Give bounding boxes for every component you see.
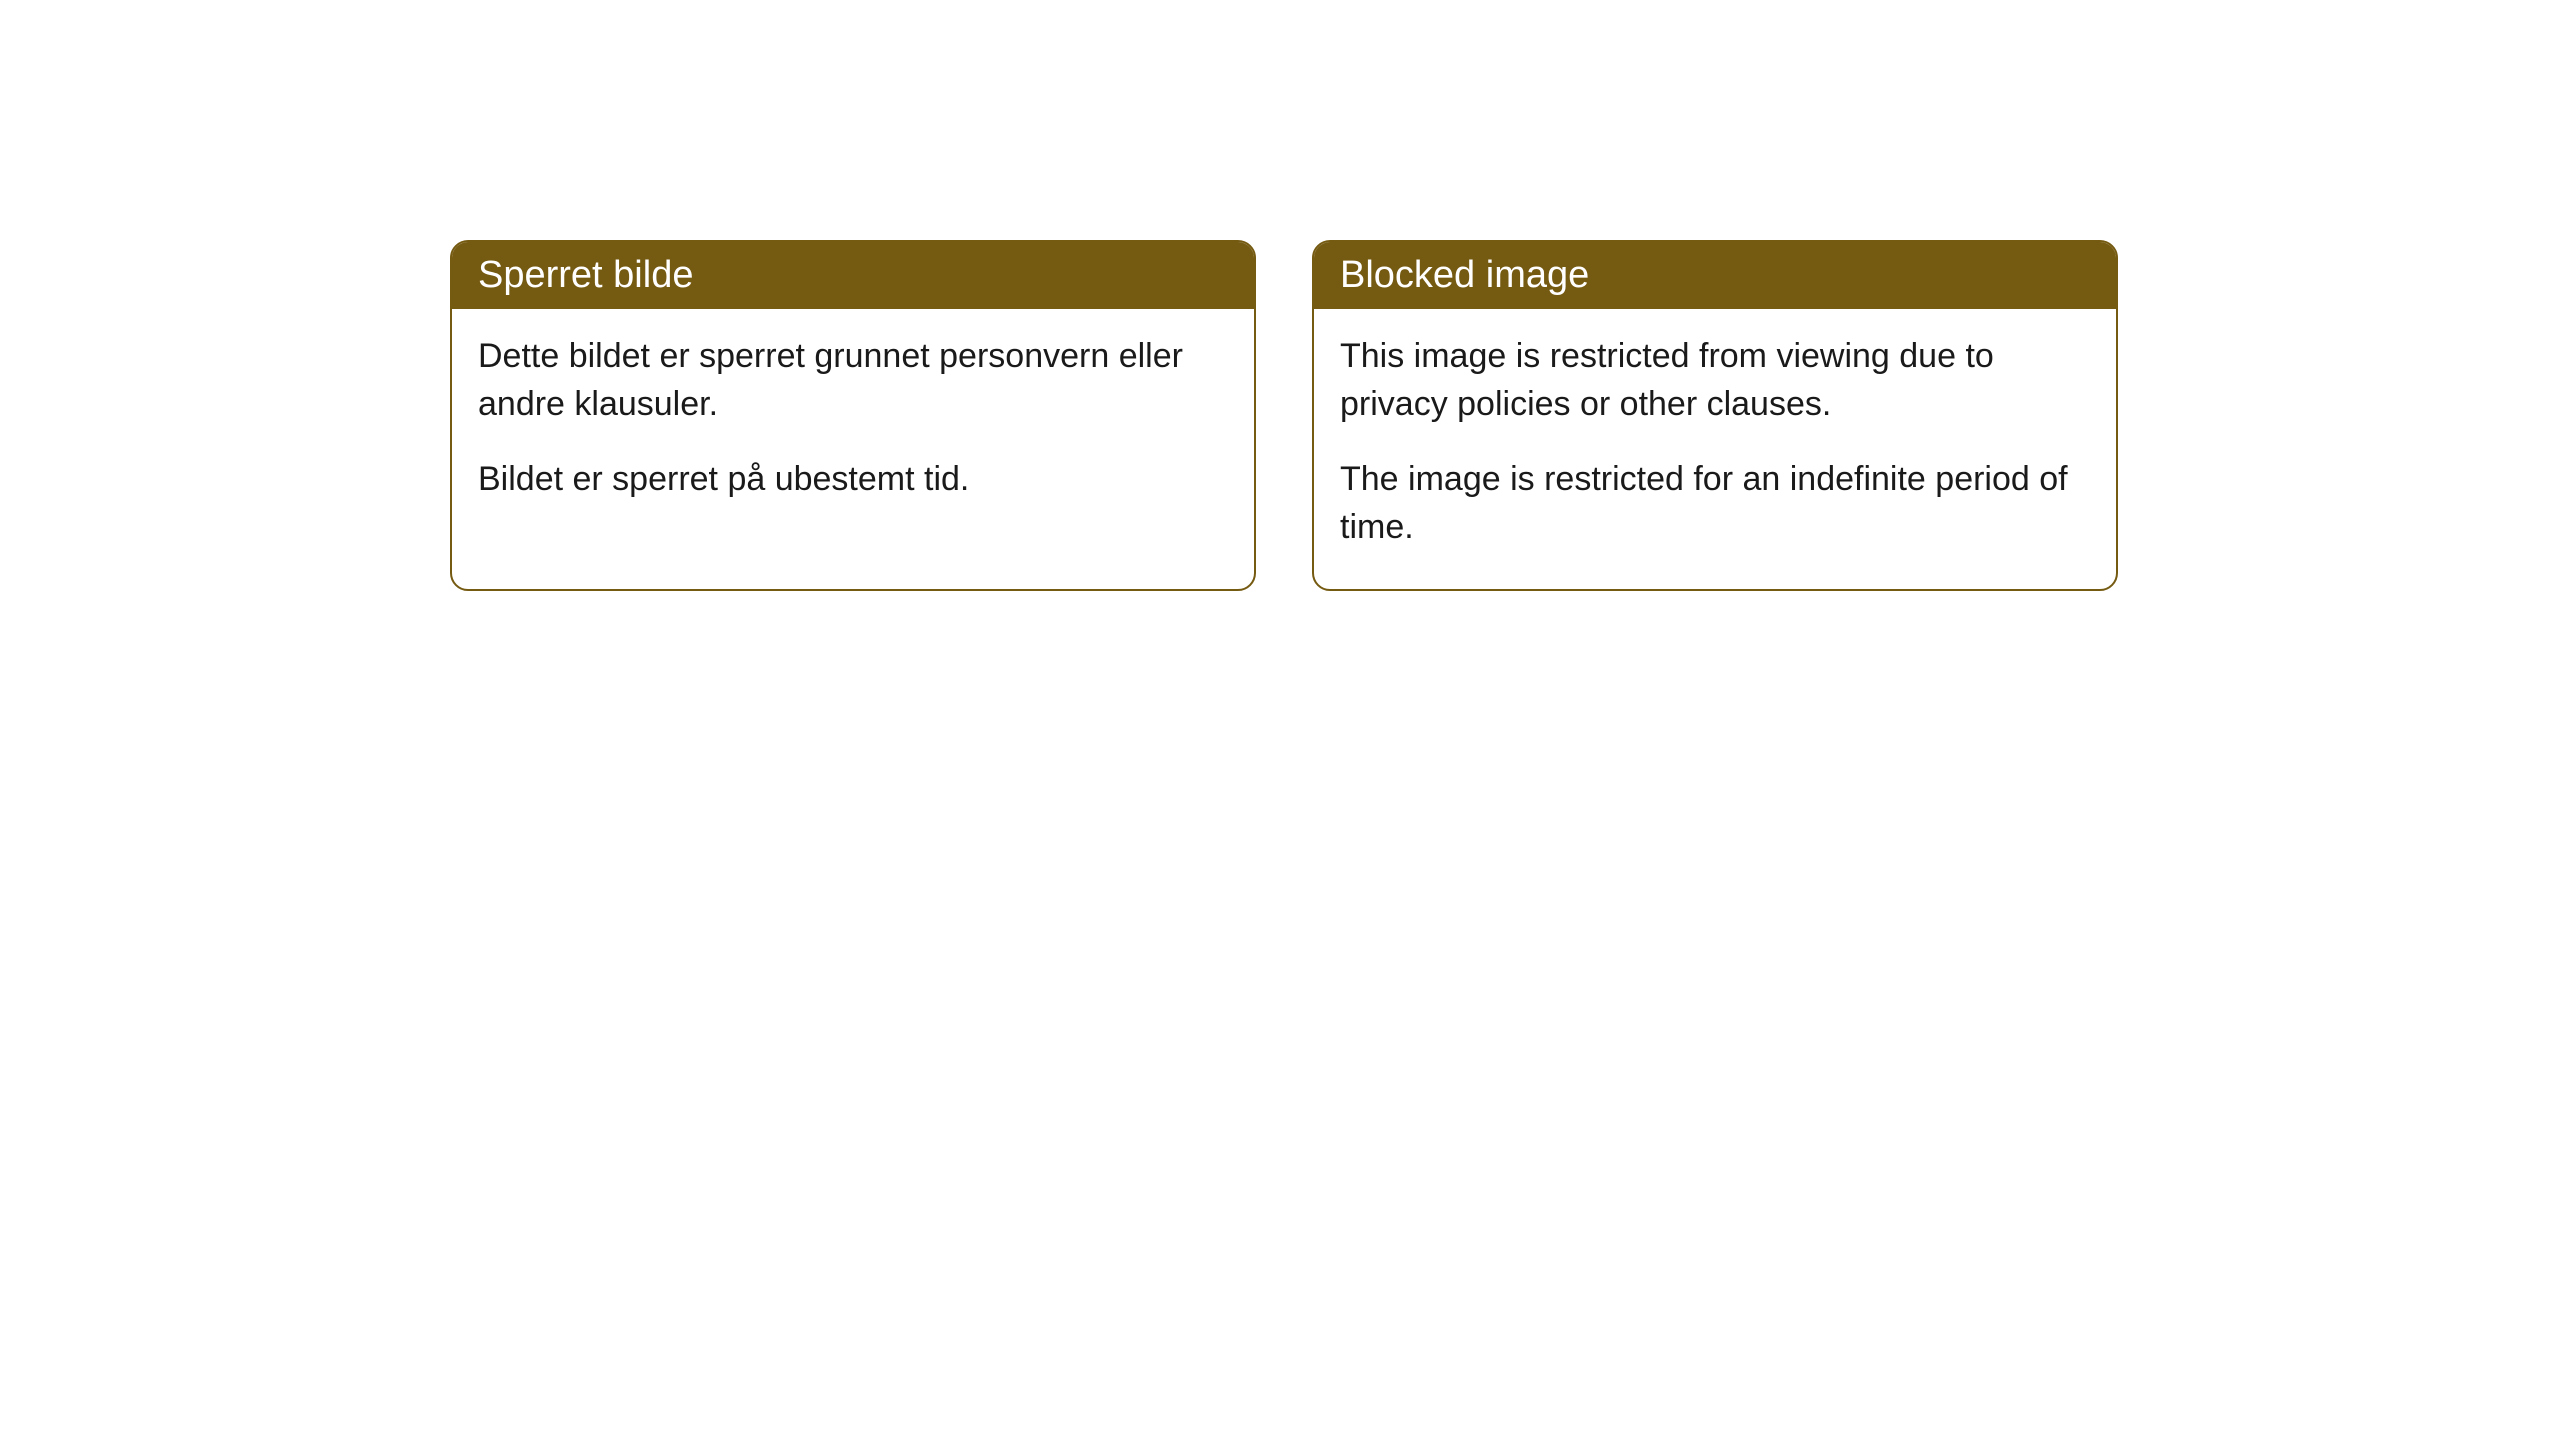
notice-paragraph-1: This image is restricted from viewing du… [1340, 333, 2090, 428]
notice-title: Sperret bilde [478, 254, 693, 296]
notice-header: Sperret bilde [452, 242, 1254, 309]
notice-body: Dette bildet er sperret grunnet personve… [452, 309, 1254, 542]
notice-paragraph-2: Bildet er sperret på ubestemt tid. [478, 456, 1228, 504]
notice-title: Blocked image [1340, 254, 1589, 296]
notice-cards-container: Sperret bilde Dette bildet er sperret gr… [450, 240, 2560, 591]
notice-paragraph-1: Dette bildet er sperret grunnet personve… [478, 333, 1228, 428]
notice-card-norwegian: Sperret bilde Dette bildet er sperret gr… [450, 240, 1256, 591]
notice-header: Blocked image [1314, 242, 2116, 309]
notice-card-english: Blocked image This image is restricted f… [1312, 240, 2118, 591]
notice-paragraph-2: The image is restricted for an indefinit… [1340, 456, 2090, 551]
notice-body: This image is restricted from viewing du… [1314, 309, 2116, 589]
